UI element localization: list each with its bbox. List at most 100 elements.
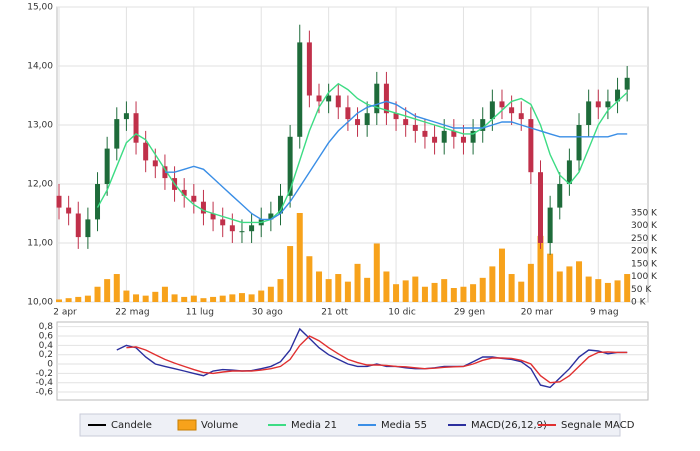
volume-bar (479, 277, 486, 302)
candle-body (470, 130, 476, 143)
volume-bar (277, 279, 284, 302)
candle-body (528, 119, 534, 173)
y-tick-label: 0,2 (39, 350, 53, 360)
legend-label: Media 21 (291, 420, 337, 431)
candle-body (268, 213, 274, 220)
candle-body (85, 219, 91, 238)
candle-body (287, 136, 293, 196)
candle-body (576, 125, 582, 161)
volume-bar (527, 263, 534, 302)
volume-bar (508, 274, 515, 302)
volume-bar (335, 274, 342, 302)
volume-bar (604, 282, 611, 302)
candle-body (538, 172, 543, 243)
line-series (96, 82, 628, 224)
volume-bar (547, 253, 554, 302)
labels: 10,00 11,00 12,00 13,00 14,00 15,00 0 K 50 K 100… (27, 3, 658, 398)
volume-bar (624, 274, 631, 302)
candle-body (364, 113, 370, 125)
volume-bar (412, 276, 419, 302)
candle-body (499, 101, 505, 108)
volume-bar (142, 295, 149, 302)
candle-body (412, 125, 418, 131)
candle-body (210, 213, 216, 220)
volume-bar (518, 281, 525, 302)
y-tick-label: 0,8 (39, 322, 54, 332)
candle-body (566, 160, 572, 184)
candle-body (277, 195, 283, 214)
y2-tick-label: 100 K (631, 272, 658, 282)
candle-body (460, 136, 466, 143)
legend-swatch (177, 419, 197, 431)
volume-bar (287, 246, 294, 302)
x-tick-label: 9 mag (590, 308, 619, 318)
candle-body (104, 148, 110, 184)
volume-bar (364, 277, 371, 302)
volume-bar (123, 290, 130, 302)
x-tick-label: 21 ott (321, 308, 348, 318)
volume-bar (402, 280, 409, 302)
volume-bar (229, 294, 236, 302)
volume-bar (441, 279, 448, 302)
volume-bar (383, 271, 390, 302)
y-tick-label: 0 (47, 360, 53, 370)
volume-bar (450, 288, 457, 302)
volume-bar (258, 290, 265, 302)
volume-bar (65, 298, 72, 302)
y-tick-label: 10,00 (27, 298, 53, 308)
candle-body (432, 136, 438, 143)
volume-bar (537, 235, 544, 302)
legend-items: Candele Volume Media 21 Media 55 MACD(26,12,… (88, 419, 635, 431)
candle-body (143, 142, 149, 161)
volume-bar (94, 286, 101, 302)
volume-bar (585, 276, 592, 302)
candle-body (403, 119, 409, 125)
candle-body (56, 195, 62, 208)
volume-bar (104, 279, 111, 302)
x-tick-label: 11 lug (186, 308, 214, 318)
candle-body (557, 184, 563, 208)
volume-bar (267, 286, 274, 302)
candle-body (615, 89, 621, 102)
y-tick-label: 11,00 (27, 239, 53, 249)
volume-bar (566, 266, 573, 302)
candle-body (586, 101, 592, 125)
volume-bar (84, 295, 91, 302)
candle-body (306, 42, 312, 96)
y2-tick-label: 200 K (631, 247, 658, 257)
candle-body (249, 225, 255, 232)
candle-body (95, 184, 101, 220)
legend (79, 413, 621, 437)
candle-body (316, 95, 322, 102)
y-tick-label: 13,00 (27, 121, 53, 131)
candle-body (480, 119, 486, 131)
candle-body (229, 225, 235, 232)
y2-tick-label: 250 K (631, 234, 658, 244)
volume-bar (576, 261, 583, 302)
candle-body (191, 195, 197, 202)
volume-bar (614, 280, 621, 302)
candle-body (441, 130, 447, 143)
y2-tick-label: 50 K (631, 285, 652, 295)
volume-bar (190, 295, 197, 302)
volume-bar (325, 279, 332, 302)
volume-bar (296, 212, 303, 302)
candle-body (624, 77, 630, 90)
candle-body (66, 207, 72, 214)
volume-bar (171, 294, 178, 302)
volume-bar (470, 284, 477, 302)
candle-body (335, 95, 341, 108)
y-tick-label: 0,4 (39, 341, 54, 351)
volume-bar (200, 298, 207, 302)
volume-bar (181, 296, 188, 302)
x-tick-label: 29 gen (454, 308, 485, 318)
candle-body (451, 130, 457, 137)
candle-body (75, 213, 81, 238)
volume-bar (344, 281, 351, 302)
volume-bar (75, 296, 82, 302)
y-tick-label: -0,4 (35, 378, 53, 388)
volume-bar (393, 284, 400, 302)
volume-bar (556, 271, 563, 302)
volume-bar (421, 286, 428, 302)
